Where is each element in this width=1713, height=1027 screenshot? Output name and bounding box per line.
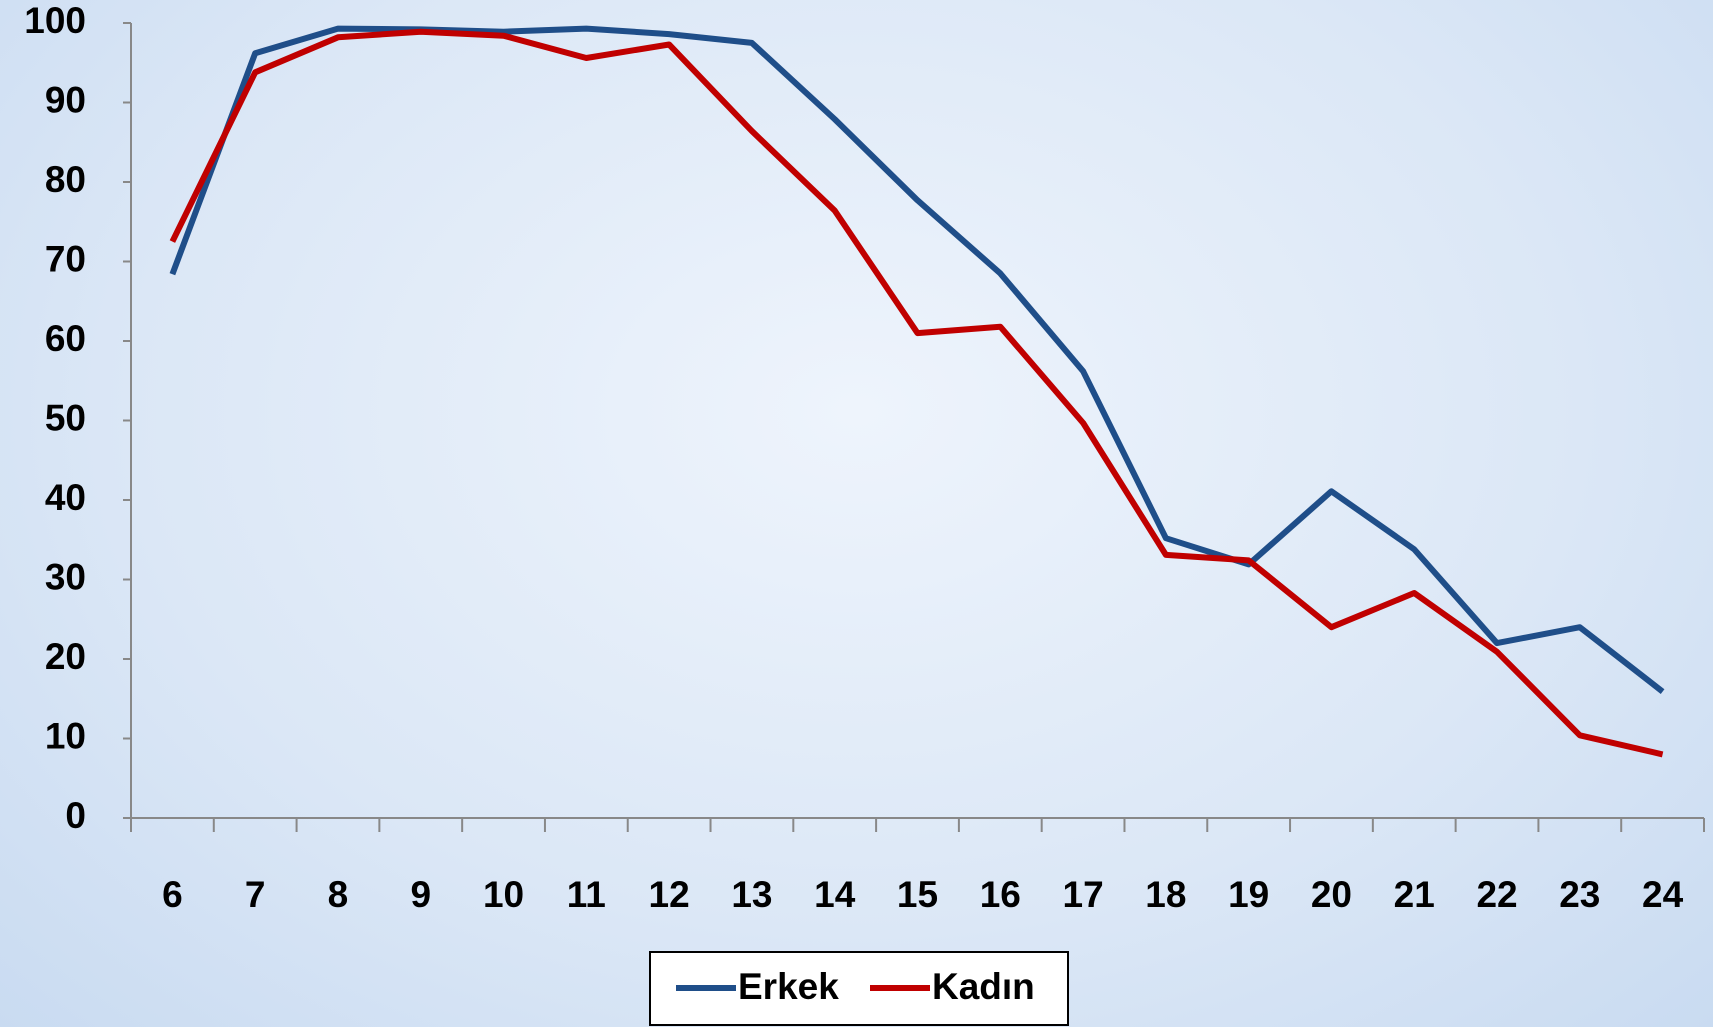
x-tick-label: 10 bbox=[483, 874, 524, 915]
x-tick-label: 20 bbox=[1311, 874, 1352, 915]
x-tick-label: 7 bbox=[245, 874, 266, 915]
x-tick-label: 21 bbox=[1394, 874, 1435, 915]
x-tick-label: 6 bbox=[162, 874, 183, 915]
line-series bbox=[169, 25, 1665, 694]
line-series bbox=[169, 28, 1664, 758]
y-tick-label: 40 bbox=[45, 477, 86, 518]
y-tick-label: 0 bbox=[65, 795, 86, 836]
y-tick-label: 80 bbox=[45, 159, 86, 200]
x-tick-label: 24 bbox=[1642, 874, 1684, 915]
x-tick-label: 18 bbox=[1145, 874, 1186, 915]
x-tick-label: 9 bbox=[410, 874, 431, 915]
x-tick-label: 16 bbox=[980, 874, 1021, 915]
y-tick-label: 90 bbox=[45, 79, 86, 120]
x-tick-label: 19 bbox=[1228, 874, 1269, 915]
x-tick-label: 13 bbox=[731, 874, 772, 915]
y-tick-label: 60 bbox=[45, 318, 86, 359]
y-tick-label: 10 bbox=[45, 715, 86, 756]
y-tick-label: 30 bbox=[45, 556, 86, 597]
x-tick-label: 22 bbox=[1476, 874, 1517, 915]
x-tick-label: 15 bbox=[897, 874, 938, 915]
x-tick-label: 23 bbox=[1559, 874, 1600, 915]
y-tick-label: 20 bbox=[45, 636, 86, 677]
x-tick-label: 8 bbox=[328, 874, 349, 915]
x-tick-label: 17 bbox=[1063, 874, 1104, 915]
legend-label: Erkek bbox=[738, 966, 839, 1007]
x-tick-label: 14 bbox=[814, 874, 856, 915]
x-tick-label: 12 bbox=[649, 874, 690, 915]
legend-label: Kadın bbox=[932, 966, 1035, 1007]
x-tick-label: 11 bbox=[567, 874, 606, 915]
y-tick-label: 100 bbox=[24, 0, 86, 41]
y-tick-label: 50 bbox=[45, 397, 86, 438]
y-tick-label: 70 bbox=[45, 238, 86, 279]
